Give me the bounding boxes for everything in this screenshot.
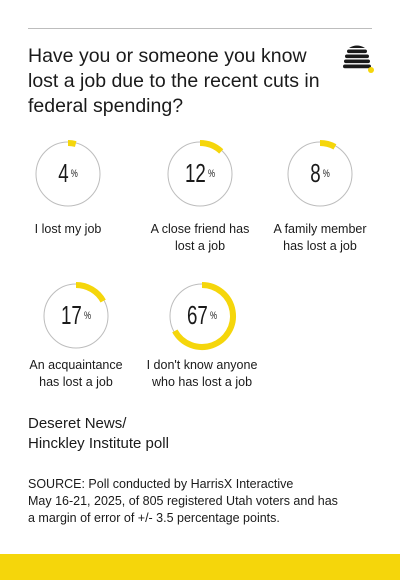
donut-svg [169, 282, 236, 350]
top-rule [28, 28, 372, 29]
category-label: A family member has lost a job [255, 221, 385, 255]
donut-value-arc [319, 140, 337, 150]
donut-value-arc [75, 282, 106, 303]
category-label: I lost my job [3, 221, 133, 238]
donut-family-member: 8% [287, 140, 353, 207]
donut-charts: 4% I lost my job 12% A close friend has … [3, 140, 385, 391]
category-label: An acquaintance has lost a job [11, 357, 141, 391]
data-label: 17% [53, 300, 99, 330]
donut-svg [35, 140, 101, 207]
source-line: SOURCE: Poll conducted by HarrisX Intera… [28, 477, 294, 491]
donut-value-arc [67, 140, 77, 147]
category-label: I don't know anyone who has lost a job [137, 357, 267, 391]
donut-i-lost-my-job: 4% [35, 140, 101, 207]
percent-sign: % [70, 168, 78, 180]
donut-svg [167, 140, 233, 207]
source-line: a margin of error of +/- 3.5 percentage … [28, 511, 280, 525]
category-label-line: lost a job [174, 239, 226, 253]
percent-sign: % [209, 310, 218, 322]
category-label-line: A family member [273, 222, 367, 236]
category-label-line: who has lost a job [151, 375, 253, 389]
donut-value-arc [199, 140, 224, 154]
data-label: 12% [177, 158, 223, 188]
category-label-line: has lost a job [39, 375, 113, 389]
data-label: 4% [45, 158, 91, 188]
value-text: 4 [58, 158, 69, 188]
beehive-icon [343, 45, 374, 73]
category-label: A close friend has lost a job [135, 221, 265, 255]
percent-sign: % [207, 168, 216, 180]
footer-band [0, 554, 400, 580]
donut-svg [43, 282, 109, 349]
value-text: 8 [310, 158, 321, 188]
credit-line: Deseret News/ [28, 415, 127, 432]
donut-value-arc [172, 282, 236, 350]
donut-svg [287, 140, 353, 207]
data-label: 8% [297, 158, 343, 188]
category-label-line: I don't know anyone [146, 358, 258, 372]
donut-close-friend: 12% [167, 140, 233, 207]
category-label-line: An acquaintance [29, 358, 123, 372]
value-text: 12 [184, 158, 206, 188]
chart-title: Have you or someone you know lost a job … [28, 45, 320, 117]
category-label-line: A close friend has [150, 222, 250, 236]
data-label: 67% [179, 300, 225, 330]
credit-line: Hinckley Institute poll [28, 435, 169, 452]
category-label-line: has lost a job [283, 239, 357, 253]
value-text: 67 [186, 300, 208, 330]
percent-sign: % [322, 168, 330, 180]
donut-dont-know-anyone: 67% [169, 282, 236, 350]
credit: Deseret News/ Hinckley Institute poll [28, 414, 169, 454]
source-note: SOURCE: Poll conducted by HarrisX Intera… [28, 476, 378, 527]
category-label-line: I lost my job [34, 222, 102, 236]
source-line: May 16-21, 2025, of 805 registered Utah … [28, 494, 338, 508]
value-text: 17 [60, 300, 82, 330]
percent-sign: % [83, 310, 92, 322]
donut-acquaintance: 17% [43, 282, 109, 349]
